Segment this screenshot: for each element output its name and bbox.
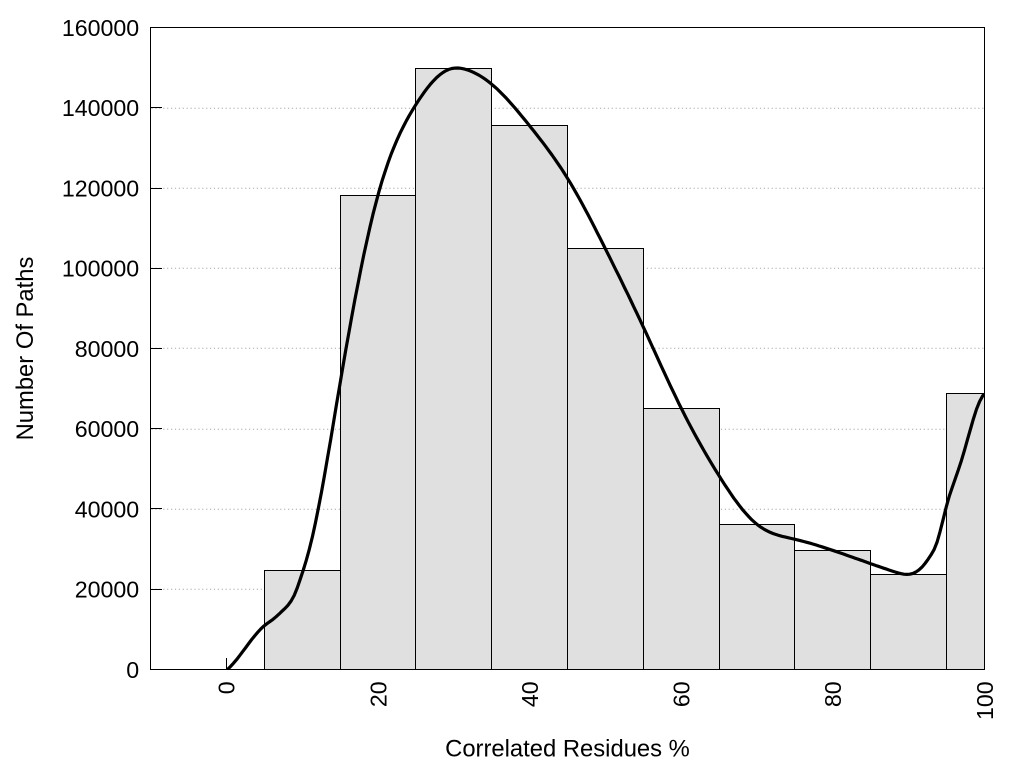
svg-text:140000: 140000 <box>62 95 139 121</box>
svg-text:60: 60 <box>669 681 695 707</box>
svg-text:100000: 100000 <box>62 256 139 282</box>
svg-text:160000: 160000 <box>62 15 139 41</box>
svg-text:Number Of Paths: Number Of Paths <box>12 256 39 440</box>
svg-text:60000: 60000 <box>75 416 139 442</box>
svg-text:80000: 80000 <box>75 336 139 362</box>
svg-text:20: 20 <box>365 681 391 707</box>
svg-text:100: 100 <box>972 681 998 720</box>
svg-text:40000: 40000 <box>75 496 139 522</box>
svg-text:0: 0 <box>214 681 240 694</box>
svg-text:0: 0 <box>126 657 139 683</box>
svg-text:120000: 120000 <box>62 175 139 201</box>
svg-text:40: 40 <box>517 681 543 707</box>
svg-text:20000: 20000 <box>75 577 139 603</box>
svg-text:Correlated Residues %: Correlated Residues % <box>445 736 690 763</box>
svg-text:80: 80 <box>820 681 846 707</box>
